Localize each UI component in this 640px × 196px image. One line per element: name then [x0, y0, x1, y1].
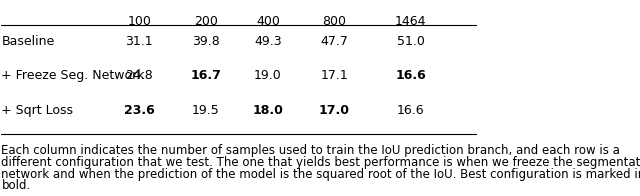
Text: 200: 200	[194, 15, 218, 28]
Text: 400: 400	[256, 15, 280, 28]
Text: 23.6: 23.6	[124, 103, 155, 116]
Text: 16.6: 16.6	[396, 69, 426, 83]
Text: bold.: bold.	[1, 179, 31, 192]
Text: 47.7: 47.7	[321, 35, 348, 48]
Text: 17.0: 17.0	[319, 103, 350, 116]
Text: 51.0: 51.0	[397, 35, 424, 48]
Text: 100: 100	[127, 15, 151, 28]
Text: + Freeze Seg. Network: + Freeze Seg. Network	[1, 69, 145, 83]
Text: 17.1: 17.1	[321, 69, 348, 83]
Text: 800: 800	[323, 15, 346, 28]
Text: 24.8: 24.8	[125, 69, 153, 83]
Text: 19.0: 19.0	[254, 69, 282, 83]
Text: different configuration that we test. The one that yields best performance is wh: different configuration that we test. Th…	[1, 156, 640, 169]
Text: Baseline: Baseline	[1, 35, 54, 48]
Text: + Sqrt Loss: + Sqrt Loss	[1, 103, 74, 116]
Text: 19.5: 19.5	[192, 103, 220, 116]
Text: Each column indicates the number of samples used to train the IoU prediction bra: Each column indicates the number of samp…	[1, 144, 620, 157]
Text: 1464: 1464	[395, 15, 426, 28]
Text: 18.0: 18.0	[252, 103, 284, 116]
Text: 49.3: 49.3	[254, 35, 282, 48]
Text: 16.7: 16.7	[191, 69, 221, 83]
Text: 31.1: 31.1	[125, 35, 153, 48]
Text: network and when the prediction of the model is the squared root of the IoU. Bes: network and when the prediction of the m…	[1, 168, 640, 181]
Text: 39.8: 39.8	[192, 35, 220, 48]
Text: 16.6: 16.6	[397, 103, 424, 116]
